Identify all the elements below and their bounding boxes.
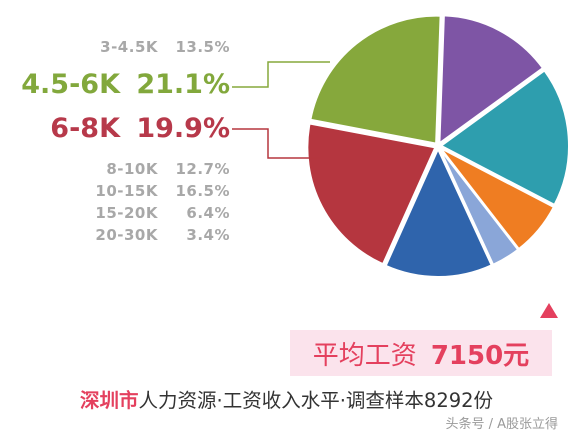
watermark: 头条号 / A股张立得: [445, 417, 558, 432]
legend-item-3-4.5k: 3-4.5K 13.5%: [100, 38, 230, 56]
pie-slice-8-10k: [384, 146, 493, 278]
legend-value: 12.7%: [175, 160, 230, 178]
legend-item-6-8k: 6-8K 19.9%: [50, 113, 230, 144]
legend-value: 21.1%: [136, 69, 230, 100]
legend-value: 13.5%: [175, 38, 230, 56]
legend-value: 6.4%: [186, 204, 230, 222]
pie-slice-15-20k: [439, 147, 556, 251]
pie-slices: [306, 14, 570, 278]
pie-slice-10-15k: [439, 69, 570, 207]
average-salary-label: 平均工资: [312, 340, 417, 371]
pie-slice-6-8k: [306, 122, 437, 266]
legend-label: 20-30K: [95, 226, 158, 244]
legend-value: 19.9%: [136, 113, 230, 144]
pie-slice-4.5-6k: [309, 14, 442, 145]
legend-item-20-30k: 20-30K 3.4%: [95, 226, 230, 244]
pie-slice-3-4.5k: [438, 14, 545, 146]
legend-label: 6-8K: [50, 113, 120, 144]
legend-item-8-10k: 8-10K 12.7%: [106, 160, 230, 178]
legend-label: 3-4.5K: [100, 38, 158, 56]
legend-label: 8-10K: [106, 160, 158, 178]
legend-item-10-15k: 10-15K 16.5%: [95, 182, 230, 200]
legend-value: 16.5%: [175, 182, 230, 200]
up-triangle-icon: [540, 303, 558, 318]
source-caption: 深圳市人力资源·工资收入水平·调查样本8292份: [80, 384, 493, 413]
source-city: 深圳市: [80, 389, 139, 412]
legend-label: 10-15K: [95, 182, 158, 200]
legend-value: 3.4%: [186, 226, 230, 244]
legend-item-15-20k: 15-20K 6.4%: [95, 204, 230, 222]
legend-item-4.5-6k: 4.5-6K 21.1%: [21, 69, 230, 100]
green-leader-line: [232, 61, 330, 88]
red-leader-line: [232, 128, 320, 159]
pie-slice-20-30k: [438, 147, 520, 267]
average-salary-value: 7150元: [430, 340, 530, 371]
average-salary-box: 平均工资 7150元: [290, 330, 552, 376]
source-description: 人力资源·工资收入水平·调查样本8292份: [138, 389, 494, 412]
legend-label: 4.5-6K: [21, 69, 120, 100]
legend-label: 15-20K: [95, 204, 158, 222]
